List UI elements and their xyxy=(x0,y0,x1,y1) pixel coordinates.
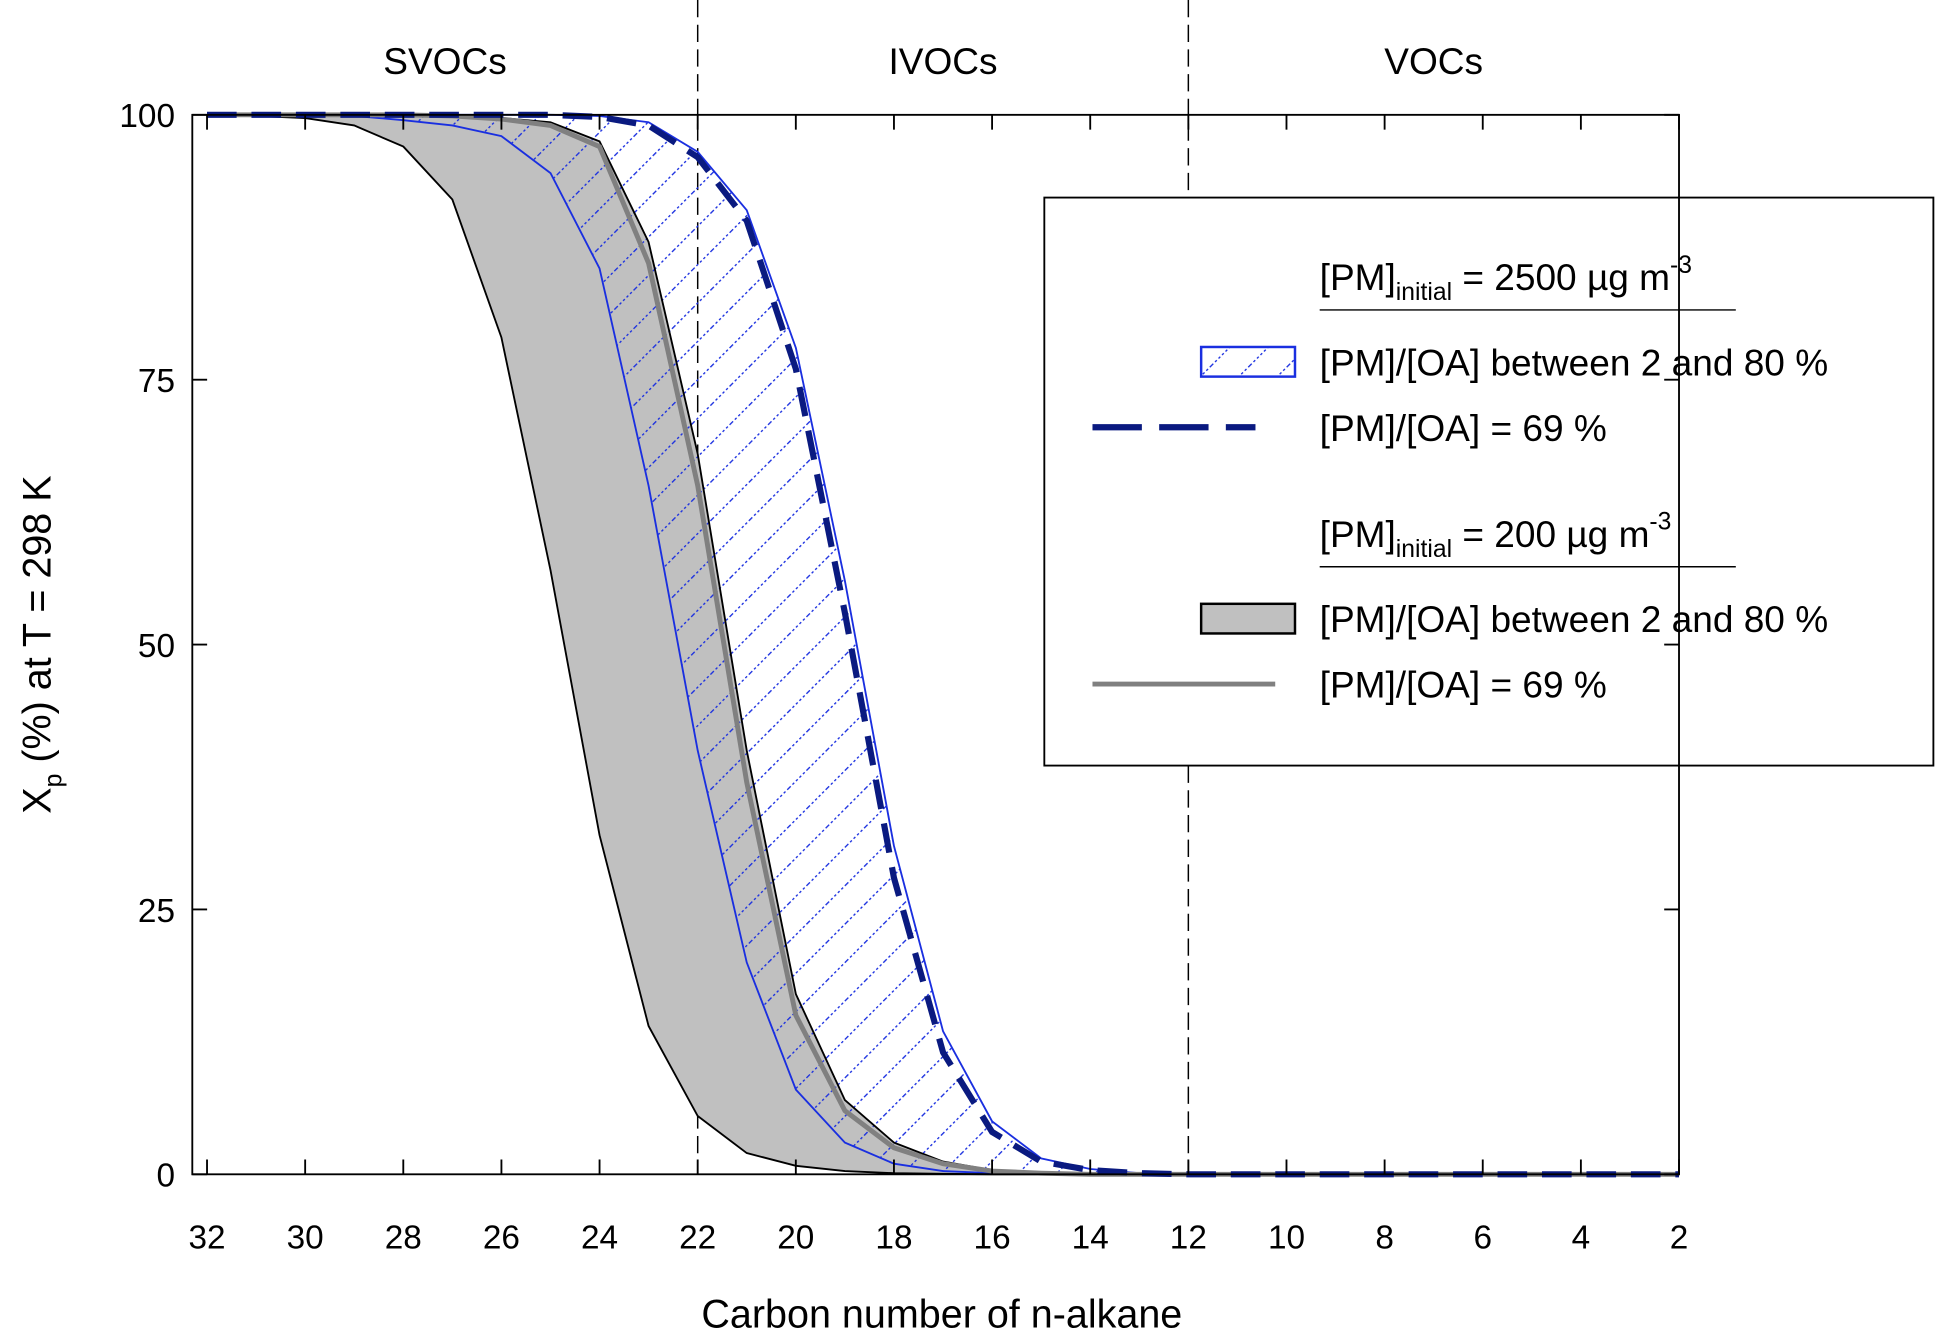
heading-text: = 2500 µg m xyxy=(1452,256,1670,298)
legend-swatch xyxy=(1199,345,1297,378)
heading-text: = 200 µg m xyxy=(1452,513,1649,555)
x-tick-label: 8 xyxy=(1375,1219,1394,1256)
heading-base: [PM] xyxy=(1320,256,1396,298)
x-tick-label: 26 xyxy=(483,1219,520,1256)
legend: [PM]initial = 2500 µg m-3[PM]/[OA] betwe… xyxy=(1043,196,1935,767)
x-tick-label: 10 xyxy=(1268,1219,1305,1256)
x-tick-label: 4 xyxy=(1572,1219,1591,1256)
legend-label: [PM]/[OA] between 2 and 80 % xyxy=(1320,598,1828,640)
legend-label: [PM]/[OA] = 69 % xyxy=(1320,664,1607,706)
x-tick-label: 6 xyxy=(1473,1219,1492,1256)
y-label-sub: p xyxy=(40,774,67,788)
x-tick-label: 32 xyxy=(188,1219,225,1256)
heading-sub: initial xyxy=(1396,536,1452,563)
x-tick-label: 14 xyxy=(1072,1219,1109,1256)
legend-swatch xyxy=(1199,602,1297,635)
region-label: IVOCs xyxy=(888,40,997,82)
x-tick-label: 28 xyxy=(385,1219,422,1256)
x-tick-label: 22 xyxy=(679,1219,716,1256)
y-tick-label: 25 xyxy=(138,893,175,930)
y-axis-label: Xp (%) at T = 298 K xyxy=(15,475,67,813)
legend-box xyxy=(1043,196,1935,767)
x-tick-label: 2 xyxy=(1670,1219,1689,1256)
y-tick-label: 75 xyxy=(138,363,175,400)
x-tick-label: 12 xyxy=(1170,1219,1207,1256)
y-label-base: X xyxy=(15,787,59,813)
x-tick-label: 18 xyxy=(875,1219,912,1256)
x-tick-label: 16 xyxy=(974,1219,1011,1256)
heading-base: [PM] xyxy=(1320,513,1396,555)
band-fill xyxy=(207,114,1680,1175)
y-tick-label: 100 xyxy=(119,98,175,135)
legend-heading: [PM]initial = 2500 µg m-3 xyxy=(1320,252,1692,306)
heading-sup: -3 xyxy=(1649,509,1671,536)
legend-label: [PM]/[OA] between 2 and 80 % xyxy=(1320,341,1828,383)
x-tick-label: 30 xyxy=(287,1219,324,1256)
x-tick-label: 24 xyxy=(581,1219,618,1256)
y-label-text: (%) at T = 298 K xyxy=(15,475,59,773)
y-tick-label: 50 xyxy=(138,628,175,665)
heading-sub: initial xyxy=(1396,279,1452,306)
region-label: SVOCs xyxy=(383,40,506,82)
heading-sup: -3 xyxy=(1670,252,1692,279)
legend-heading: [PM]initial = 200 µg m-3 xyxy=(1320,509,1672,563)
x-tick-label: 20 xyxy=(777,1219,814,1256)
region-label: VOCs xyxy=(1384,40,1483,82)
legend-label: [PM]/[OA] = 69 % xyxy=(1320,407,1607,449)
y-tick-label: 0 xyxy=(156,1158,175,1195)
x-axis-label: Carbon number of n-alkane xyxy=(701,1292,1182,1336)
